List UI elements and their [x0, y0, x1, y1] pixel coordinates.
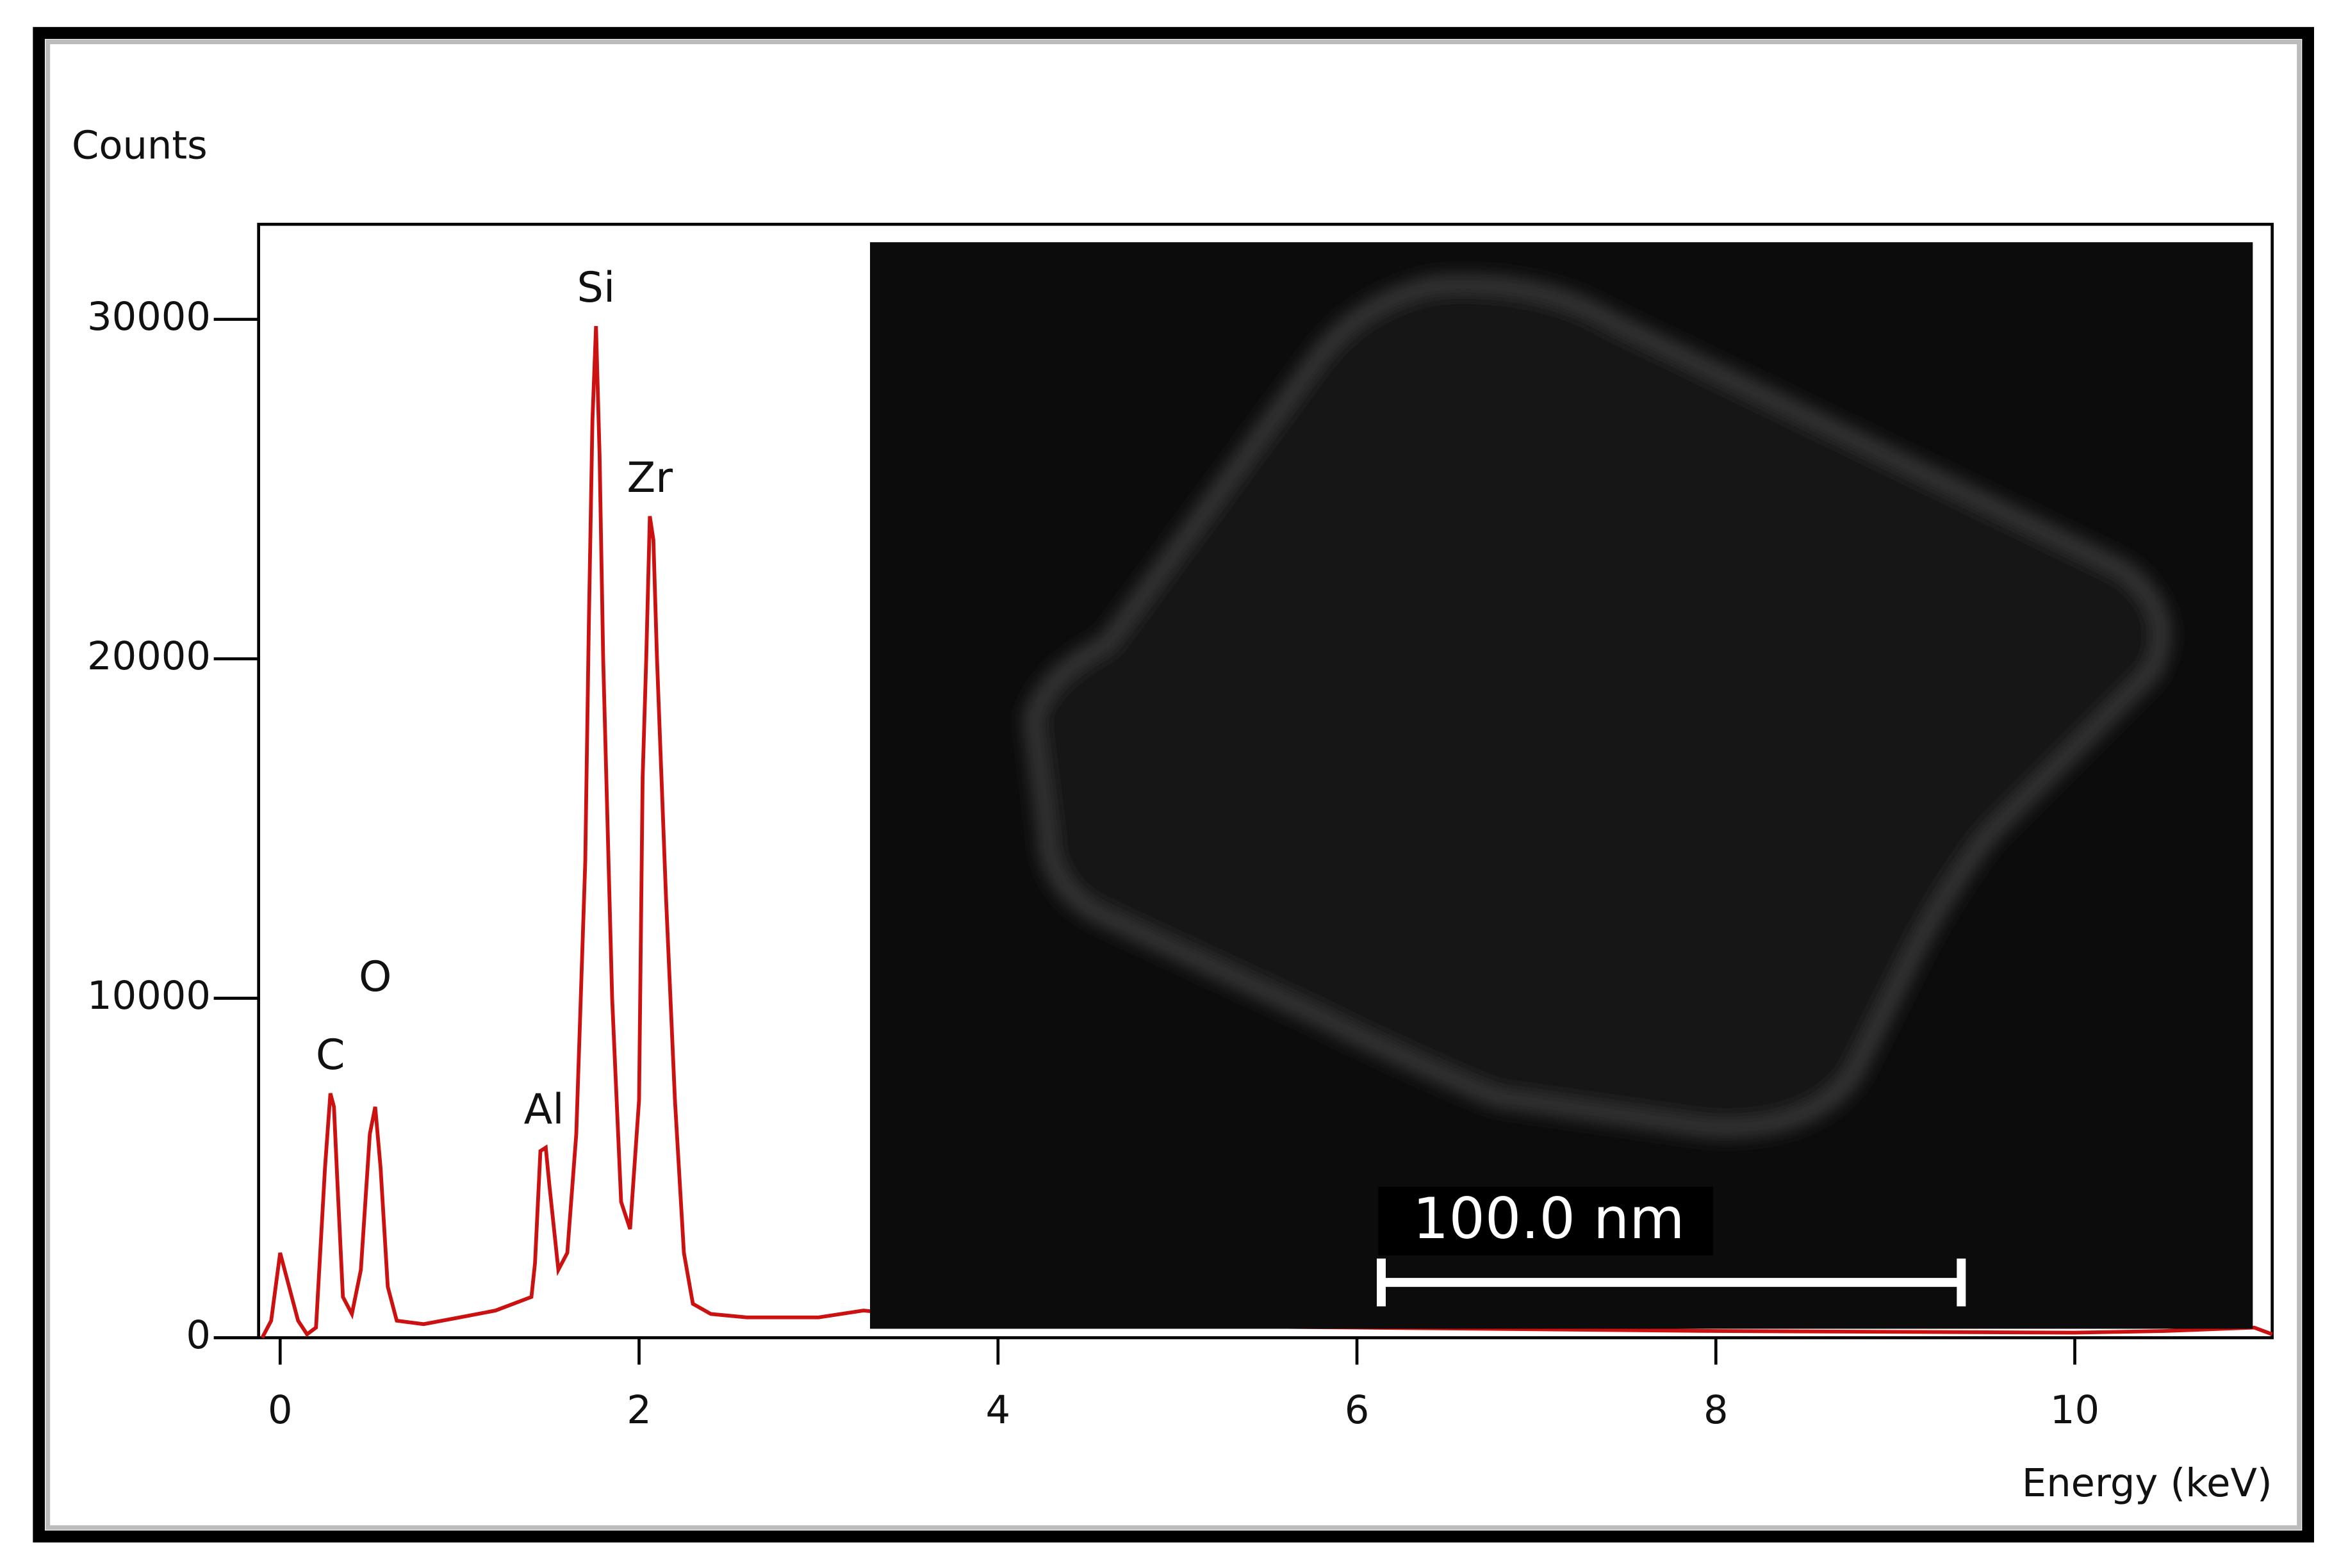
peak-label: Zr: [627, 453, 673, 502]
x-tick-label: 8: [1704, 1388, 1728, 1433]
x-tick-label: 2: [627, 1388, 652, 1433]
x-tick-label: 10: [2050, 1388, 2099, 1433]
particle: [1024, 275, 2171, 1137]
scale-bar-label: 100.0 nm: [1413, 1186, 1685, 1252]
peak-label: Si: [577, 263, 615, 312]
x-tick-label: 4: [985, 1388, 1010, 1433]
spectrum-line: [260, 325, 2273, 1339]
x-tick-label: 6: [1345, 1388, 1370, 1433]
peak-label: O: [359, 952, 391, 1001]
x-axis-label: Energy (keV): [2022, 1461, 2272, 1506]
inner-frame: [45, 39, 2302, 1530]
y-tick-label: 0: [186, 1313, 211, 1358]
x-tick-label: 0: [268, 1388, 293, 1433]
peak-label: C: [316, 1031, 345, 1079]
y-tick-label: 30000: [87, 295, 211, 339]
y-tick-label: 10000: [87, 974, 211, 1018]
outer-frame: [33, 27, 2314, 1543]
peak-label: Al: [524, 1085, 564, 1134]
y-tick-label: 20000: [87, 634, 211, 679]
scale-bar-label-bg: [1378, 1186, 1713, 1256]
y-axis-label: Counts: [72, 124, 208, 168]
